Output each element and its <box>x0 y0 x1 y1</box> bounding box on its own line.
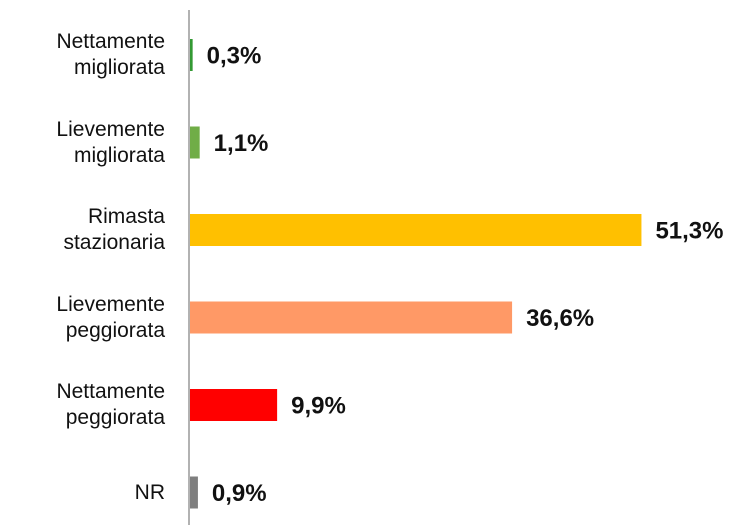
bar <box>190 476 198 509</box>
category-label: Lievemente peggiorata <box>56 292 165 342</box>
value-label: 0,9% <box>212 480 267 507</box>
value-label: 0,3% <box>207 42 262 69</box>
value-label: 9,9% <box>291 392 346 419</box>
value-label: 51,3% <box>655 217 723 244</box>
bar <box>190 214 642 246</box>
category-label: Rimasta stazionaria <box>63 205 165 254</box>
category-label: Lievemente migliorata <box>56 117 165 167</box>
bar <box>190 389 278 421</box>
bar <box>190 126 200 159</box>
value-label: 1,1% <box>214 130 269 157</box>
bar <box>190 39 193 71</box>
bar <box>190 301 513 334</box>
value-label: 36,6% <box>526 305 594 332</box>
category-label: NR <box>134 480 165 504</box>
category-label: Nettamente peggiorata <box>56 380 165 429</box>
category-label: Nettamente migliorata <box>56 30 165 79</box>
